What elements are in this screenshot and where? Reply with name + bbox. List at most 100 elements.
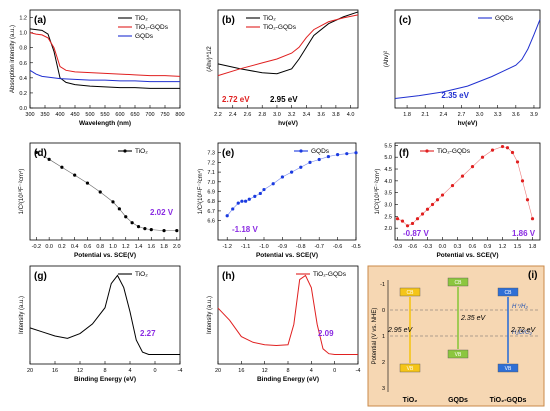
x-tick-label: 0.9 xyxy=(484,244,492,250)
chart-panel-g: (g) 20 16 12 8 4 0 -4 Binding Energy (eV) Intensi… xyxy=(19,265,182,383)
y-tick-label: 6.7 xyxy=(207,209,215,215)
data-point xyxy=(450,183,455,188)
x-tick-label: 16 xyxy=(52,368,58,374)
x-axis-label: Potential vs. SCE(V) xyxy=(74,252,136,259)
x-tick-label: 3.6 xyxy=(317,112,325,118)
legend-label: TiO₂ xyxy=(135,271,148,278)
y-tick-label: 2.0 xyxy=(384,226,392,232)
data-point xyxy=(290,170,294,174)
data-point xyxy=(271,182,275,186)
y-axis-label: 1/C²(10¹⁰F⁻²cm⁴) xyxy=(18,169,25,215)
data-point xyxy=(525,198,530,202)
vb-label: VB xyxy=(407,366,414,372)
data-point xyxy=(308,160,312,164)
x-tick-label: 300 xyxy=(25,112,34,118)
legend-label: GQDs xyxy=(495,15,514,22)
data-point xyxy=(60,165,64,169)
x-tick-label: 3.6 xyxy=(512,112,520,118)
legend-label: GQDs xyxy=(135,33,154,40)
x-tick-label: 4 xyxy=(128,368,131,374)
x-tick-label: 400 xyxy=(55,112,64,118)
gap-label: 2.35 eV xyxy=(460,315,486,322)
legend-label: TiO₂-GQDs xyxy=(135,24,169,31)
y-tick-label: 6.9 xyxy=(207,190,215,196)
x-tick-label: 16 xyxy=(238,368,244,374)
x-axis-label: Wavelength (nm) xyxy=(79,120,131,127)
data-point xyxy=(236,201,240,205)
plot-frame xyxy=(217,9,359,109)
data-point xyxy=(130,221,134,225)
x-tick-label: 450 xyxy=(70,112,79,118)
x-tick-label: 2.2 xyxy=(214,112,222,118)
x-tick-label: 3.4 xyxy=(303,112,311,118)
data-point xyxy=(410,221,415,226)
column-label: TiO₂ xyxy=(403,397,418,404)
data-point xyxy=(253,194,257,198)
data-point xyxy=(175,229,179,233)
y-tick-label: 6.8 xyxy=(207,199,215,205)
data-point xyxy=(299,165,303,169)
panel-label: (a) xyxy=(34,15,46,26)
chart-panel-f: (f) -0.9 -0.6 -0.3 0.0 0.3 0.6 0.9 1.2 1.5 1.8 2.0 2… xyxy=(374,142,541,259)
annotation-label: 2.27 xyxy=(140,329,156,338)
x-tick-label: -0.9 xyxy=(278,244,287,250)
y-axis-label: Absorption intensity (a.u.) xyxy=(10,25,16,93)
data-point xyxy=(98,190,102,194)
y-tick-label: 7.3 xyxy=(207,151,215,157)
data-point xyxy=(470,165,475,169)
panel-label: (f) xyxy=(399,148,409,159)
y-tick-label: 2.5 xyxy=(384,214,392,220)
panel-label: (e) xyxy=(222,148,234,159)
chart-panel-b: (b) 2.2 2.4 2.6 2.8 3.0 3.2 3.4 3.6 3.8 4.0 hν(eV) (… xyxy=(207,9,359,127)
panel-label: (i) xyxy=(528,270,537,281)
x-tick-label: 2.4 xyxy=(440,112,448,118)
y-tick-label: 4.5 xyxy=(384,167,392,173)
panel-label: (h) xyxy=(222,271,235,282)
x-tick-label: 3.2 xyxy=(288,112,296,118)
data-point xyxy=(505,146,510,150)
x-axis-label: Binding Energy (eV) xyxy=(257,376,319,383)
data-point xyxy=(500,144,505,149)
annotation-label: 2.02 V xyxy=(150,208,174,217)
data-point xyxy=(149,228,153,232)
panel-label: (g) xyxy=(34,271,47,282)
x-tick-label: 0.8 xyxy=(96,244,104,250)
y-tick-label: 1.0 xyxy=(19,31,27,37)
x-tick-label: 20 xyxy=(27,368,33,374)
x-tick-label: 800 xyxy=(175,112,184,118)
data-point xyxy=(405,224,410,228)
x-tick-label: -0.2 xyxy=(32,244,41,250)
x-tick-label: 3.8 xyxy=(332,112,340,118)
x-tick-label: 8 xyxy=(286,368,289,374)
x-tick-label: 750 xyxy=(160,112,169,118)
annotation-label: 1.86 V xyxy=(512,229,536,238)
y-tick-label: 5.5 xyxy=(384,143,392,149)
reference-label: H₂O/O₂ xyxy=(512,330,533,336)
x-tick-label: 1.5 xyxy=(514,244,522,250)
y-axis-label: 1/C²(10¹⁰F⁻²cm⁴) xyxy=(374,169,381,215)
x-tick-label: 1.2 xyxy=(122,244,130,250)
data-point xyxy=(111,200,115,204)
y-tick-label: 1.2 xyxy=(19,16,27,22)
data-point xyxy=(34,150,38,154)
x-tick-label: 12 xyxy=(77,368,83,374)
x-axis-label: Potential vs. SCE(V) xyxy=(436,252,498,259)
x-tick-label: 550 xyxy=(100,112,109,118)
legend-marker xyxy=(425,149,429,153)
series-line xyxy=(29,28,180,89)
column-label: TiO₂-GQDs xyxy=(490,397,527,404)
plot-frame xyxy=(394,9,541,109)
x-tick-label: 2.0 xyxy=(173,244,181,250)
data-point xyxy=(345,152,349,156)
y-tick-label: -1 xyxy=(380,282,385,288)
data-point xyxy=(143,227,147,231)
x-tick-label: -0.8 xyxy=(296,244,305,250)
y-tick-label: 0.4 xyxy=(19,76,27,82)
y-axis-label: (Ahν)^1/2 xyxy=(207,46,213,72)
x-tick-label: 3.9 xyxy=(530,112,538,118)
y-tick-label: 5.0 xyxy=(384,155,392,161)
cb-label: CB xyxy=(505,290,513,296)
x-tick-label: 4 xyxy=(310,368,313,374)
data-point xyxy=(124,215,128,219)
reference-label: H⁺/H₂ xyxy=(512,303,529,310)
